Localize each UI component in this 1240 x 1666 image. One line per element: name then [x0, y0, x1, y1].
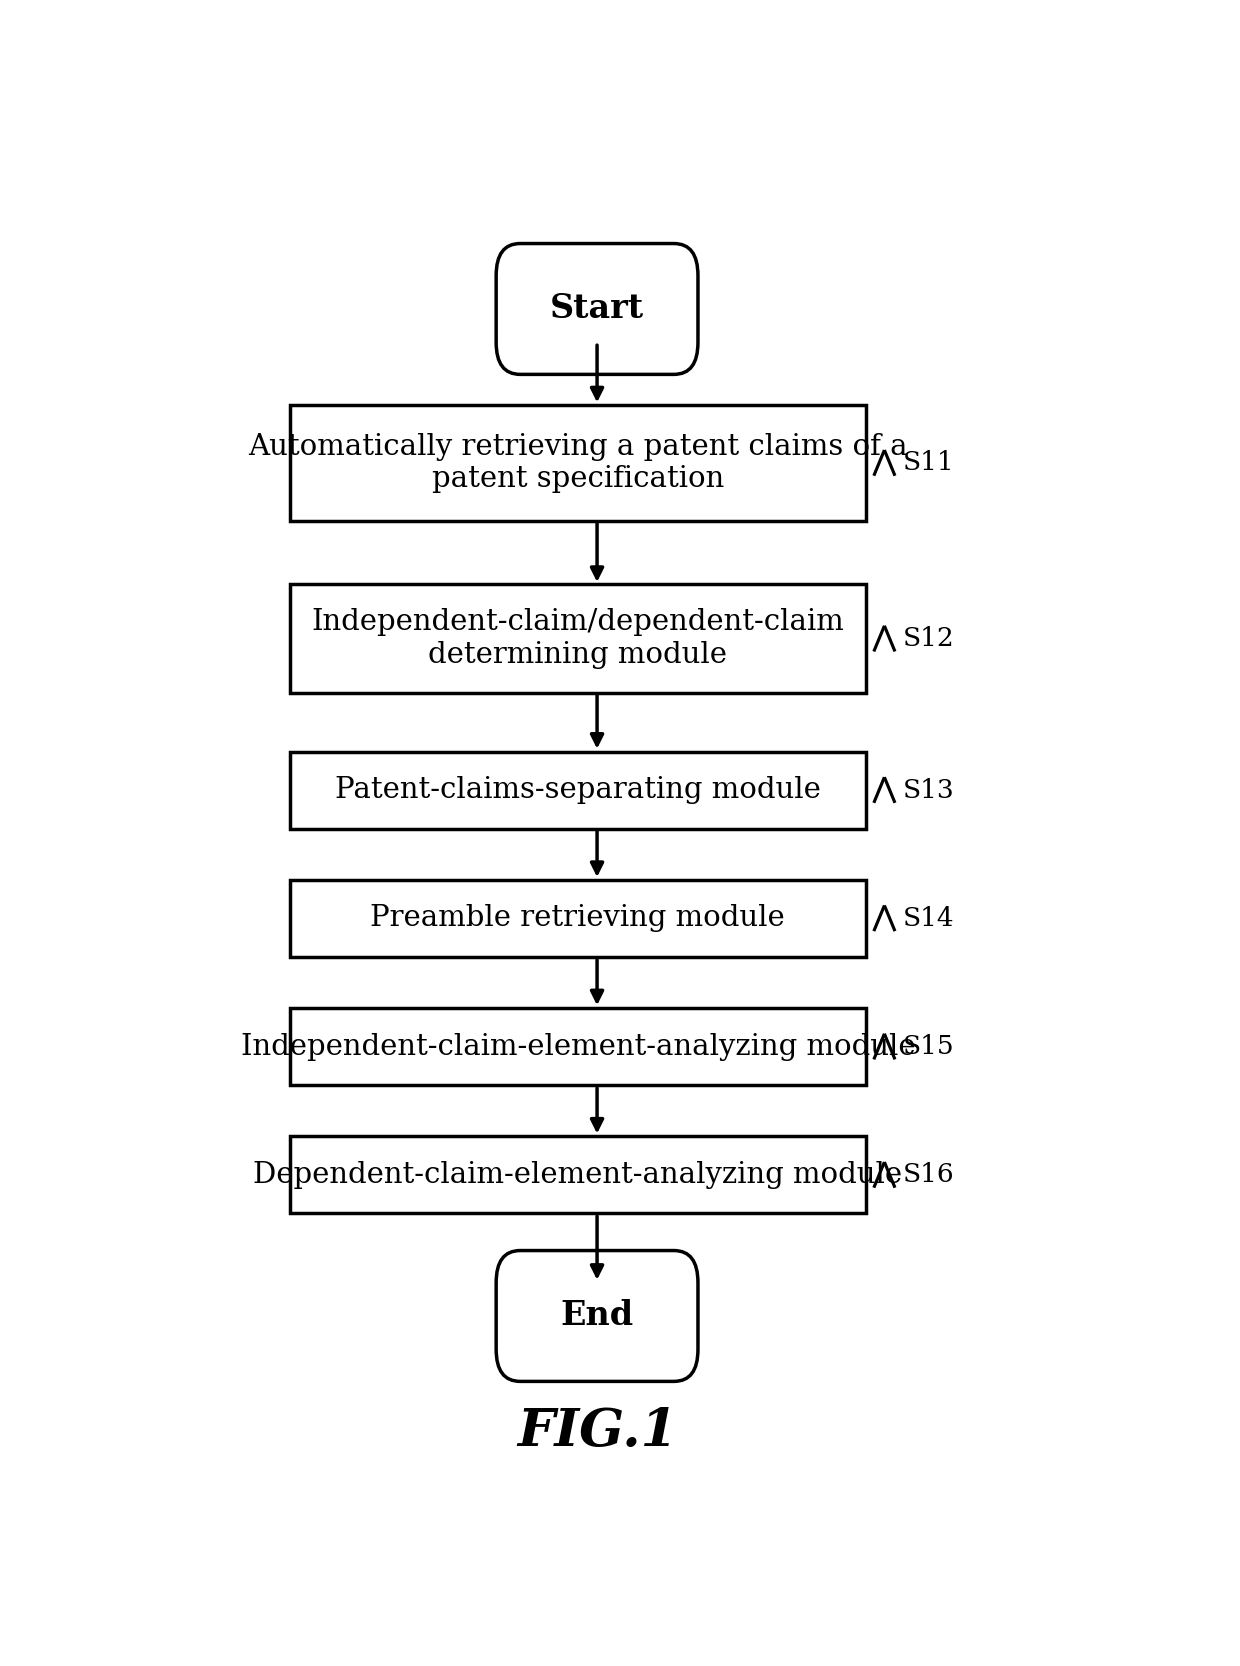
Text: Dependent-claim-element-analyzing module: Dependent-claim-element-analyzing module	[253, 1161, 903, 1190]
Text: Independent-claim/dependent-claim
determining module: Independent-claim/dependent-claim determ…	[311, 608, 844, 668]
Text: Independent-claim-element-analyzing module: Independent-claim-element-analyzing modu…	[241, 1033, 915, 1061]
Text: Patent-claims-separating module: Patent-claims-separating module	[335, 776, 821, 805]
Text: Preamble retrieving module: Preamble retrieving module	[371, 905, 785, 933]
Text: Automatically retrieving a patent claims of a
patent specification: Automatically retrieving a patent claims…	[248, 433, 908, 493]
Text: S11: S11	[903, 450, 955, 475]
Bar	[290, 880, 867, 956]
Text: S14: S14	[903, 906, 955, 931]
Bar	[290, 1008, 867, 1085]
Bar	[290, 1136, 867, 1213]
FancyBboxPatch shape	[496, 1251, 698, 1381]
Text: S13: S13	[903, 778, 955, 803]
Text: FIG.1: FIG.1	[517, 1406, 677, 1458]
Text: End: End	[560, 1299, 634, 1333]
FancyBboxPatch shape	[496, 243, 698, 375]
Text: S16: S16	[903, 1163, 955, 1188]
Text: S12: S12	[903, 626, 955, 651]
Bar	[290, 751, 867, 828]
Text: Start: Start	[551, 293, 644, 325]
Text: S15: S15	[903, 1035, 955, 1060]
Bar	[290, 405, 867, 520]
Bar	[290, 585, 867, 693]
